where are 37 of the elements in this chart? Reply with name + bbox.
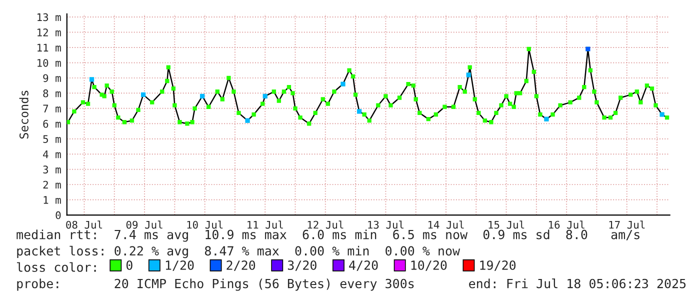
- x-tick-label: 13 Jul: [368, 220, 404, 229]
- y-tick-label: 8 m: [43, 89, 61, 98]
- x-tick-label: 14 Jul: [428, 220, 464, 229]
- legend-label: 0: [126, 260, 132, 270]
- y-tick-label: 4 m: [43, 150, 61, 158]
- y-tick-label: 11 m: [38, 44, 61, 52]
- x-tick-label: 08 Jul: [66, 220, 102, 229]
- y-tick-label: 9 m: [43, 74, 61, 82]
- y-tick-label: 5 m: [43, 135, 61, 143]
- text: end: Fri Jul 18 05:06:23 2025: [469, 278, 686, 288]
- y-tick-label: 1 m: [44, 196, 61, 204]
- x-tick-label: 17 Jul: [609, 220, 645, 229]
- x-tick-label: 09 Jul: [126, 220, 162, 229]
- legend-label: 4/20: [349, 260, 378, 271]
- y-axis-title: Seconds: [19, 90, 28, 139]
- y-tick-label: 13 m: [38, 13, 61, 22]
- x-tick-label: 10 Jul: [187, 220, 223, 229]
- x-tick-label: 12 Jul: [308, 220, 344, 229]
- text: probe: 20 ICMP Echo Pings (56 Bytes) every 300s: [17, 278, 414, 291]
- x-tick-label: 11 Jul: [248, 220, 283, 229]
- y-tick-label: 10 m: [38, 58, 61, 67]
- y-tick-label: 2 m: [43, 180, 61, 189]
- legend-label: 2/20: [226, 260, 256, 271]
- y-tick-label: 0: [56, 211, 61, 220]
- y-tick-label: 12 m: [38, 28, 61, 36]
- legend-label: 10/20: [411, 260, 447, 271]
- legend-label: 3/20: [288, 260, 316, 271]
- x-tick-label: 16 Jul: [549, 220, 584, 229]
- text: packet loss: 0.22 % avg 8.47 % max 0.00 % min 0.00 % now: [17, 246, 460, 258]
- y-tick-label: 7 m: [43, 104, 61, 112]
- legend-label: 1/20: [166, 260, 194, 271]
- legend-label: 19/20: [480, 260, 516, 271]
- x-tick-label: 15 Jul: [488, 220, 524, 229]
- y-tick-label: 3 m: [43, 166, 61, 174]
- text: median rtt: 7.4 ms avg 10.9 ms max 6.0 ms min 6.5 ms now 0.9 ms sd 8.0 am/s: [16, 230, 640, 242]
- y-tick-label: 6 m: [43, 120, 61, 128]
- text: loss color:: [17, 262, 96, 272]
